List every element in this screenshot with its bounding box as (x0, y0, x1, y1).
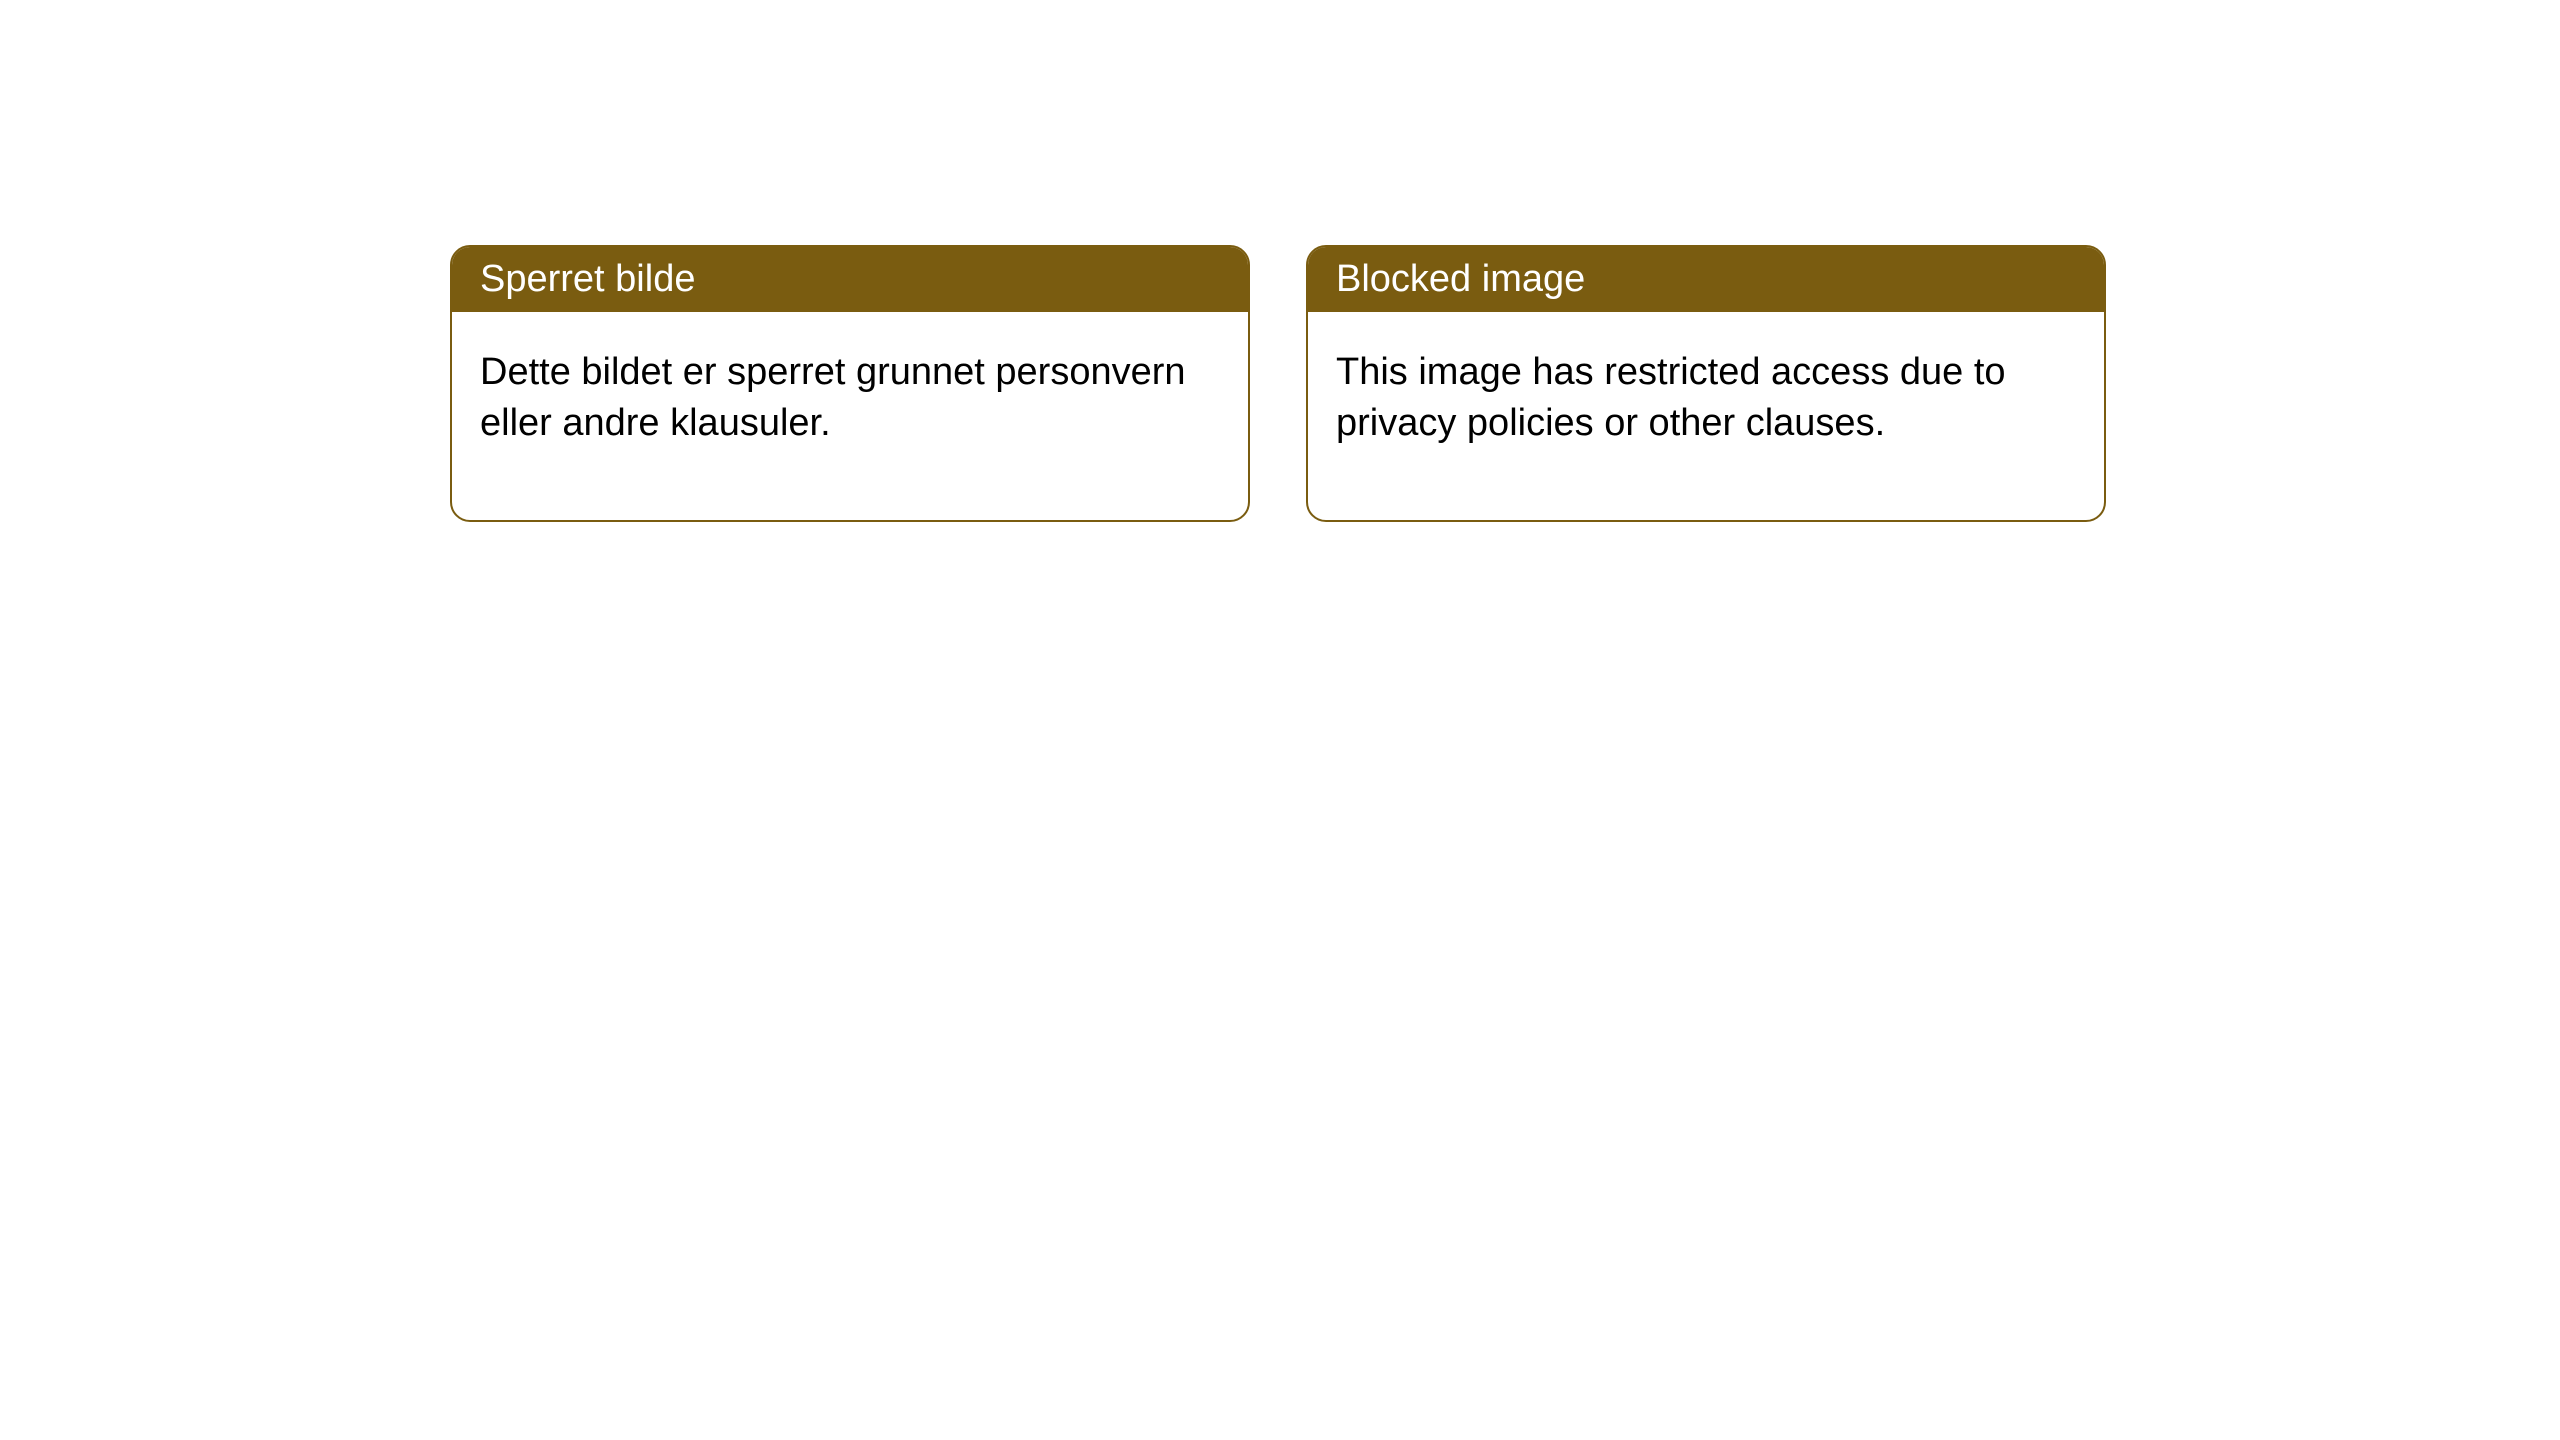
notice-card-english: Blocked image This image has restricted … (1306, 245, 2106, 522)
card-body-text: Dette bildet er sperret grunnet personve… (452, 312, 1248, 520)
card-title: Blocked image (1308, 247, 2104, 312)
card-title: Sperret bilde (452, 247, 1248, 312)
notice-cards-row: Sperret bilde Dette bildet er sperret gr… (0, 0, 2560, 522)
notice-card-norwegian: Sperret bilde Dette bildet er sperret gr… (450, 245, 1250, 522)
card-body-text: This image has restricted access due to … (1308, 312, 2104, 520)
